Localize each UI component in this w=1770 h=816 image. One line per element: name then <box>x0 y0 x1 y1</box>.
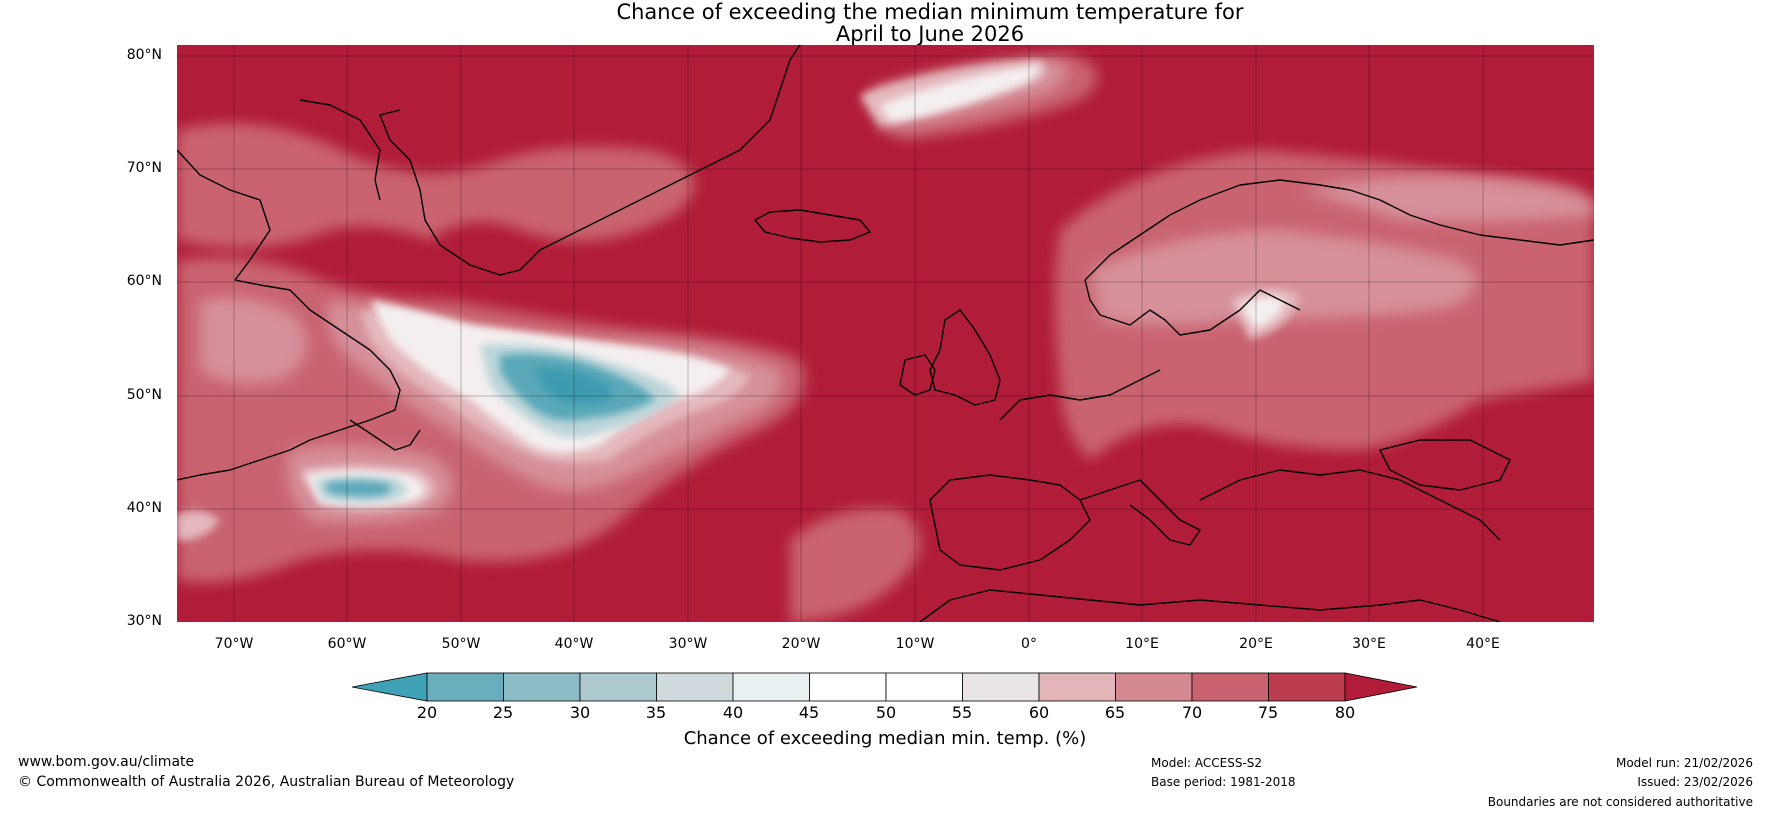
colorbar-extend-high <box>1344 672 1418 702</box>
lon-label-20w: 20°W <box>781 636 821 652</box>
colorbar-cell <box>1038 672 1116 702</box>
map-title-line2: April to June 2026 <box>835 22 1025 46</box>
lon-label-20e: 20°E <box>1239 636 1273 652</box>
colorbar-tick-35: 35 <box>645 703 667 722</box>
disclaimer-text: Boundaries are not considered authoritat… <box>1487 795 1753 809</box>
colorbar-cell <box>426 672 504 702</box>
colorbar-cell <box>1268 672 1346 702</box>
colorbar-cell <box>656 672 734 702</box>
model-run-text: Model run: 21/02/2026 <box>1615 756 1753 770</box>
italy-coast <box>1079 479 1201 546</box>
website-link[interactable]: www.bom.gov.au/climate <box>18 754 195 770</box>
lat-label-60n: 60°N <box>126 273 162 289</box>
base-period-text: Base period: 1981-2018 <box>1151 775 1296 789</box>
map-field <box>177 45 1594 622</box>
lon-label-30e: 30°E <box>1352 636 1386 652</box>
colorbar-tick-20: 20 <box>416 703 438 722</box>
lon-label-50w: 50°W <box>441 636 481 652</box>
colorbar-tick-25: 25 <box>492 703 514 722</box>
colorbar-tick-30: 30 <box>569 703 591 722</box>
lon-label-70w: 70°W <box>214 636 254 652</box>
greenland-coast <box>379 45 801 276</box>
colorbar-cell <box>579 672 657 702</box>
labrador-newfoundland-coast <box>177 279 401 481</box>
north-europe-coast <box>999 369 1161 421</box>
lon-label-10w: 10°W <box>895 636 935 652</box>
coastlines <box>177 45 1594 622</box>
colorbar-tick-50: 50 <box>875 703 897 722</box>
colorbar-cell <box>503 672 581 702</box>
colorbar-extend-low <box>351 672 428 702</box>
lon-label-10e: 10°E <box>1125 636 1159 652</box>
iceland-coast <box>754 209 871 243</box>
scandinavia-south-coast <box>1084 279 1301 336</box>
lon-label-40w: 40°W <box>554 636 594 652</box>
colorbar-tick-65: 65 <box>1104 703 1126 722</box>
great-britain-coast <box>929 309 1001 406</box>
region-20-25 <box>535 367 612 405</box>
lat-label-40n: 40°N <box>126 500 162 516</box>
colorbar-cell <box>885 672 963 702</box>
copyright-text: © Commonwealth of Australia 2026, Austra… <box>18 774 515 790</box>
iberia-coast <box>929 474 1091 571</box>
lon-label-60w: 60°W <box>327 636 367 652</box>
colorbar-tick-45: 45 <box>798 703 820 722</box>
colorbar-cell <box>1115 672 1193 702</box>
colorbar-tick-80: 80 <box>1334 703 1356 722</box>
map-title-line1: Chance of exceeding the median minimum t… <box>616 0 1244 24</box>
north-africa-coast <box>919 589 1501 622</box>
colorbar-tick-60: 60 <box>1028 703 1050 722</box>
lat-label-80n: 80°N <box>126 47 162 63</box>
colorbar-tick-55: 55 <box>951 703 973 722</box>
lon-label-0: 0° <box>1021 636 1037 652</box>
colorbar-tick-40: 40 <box>722 703 744 722</box>
balkans-turkey-coast <box>1199 469 1501 541</box>
ireland-coast <box>899 354 936 396</box>
baffin-coast <box>299 99 381 201</box>
colorbar-cell <box>809 672 887 702</box>
lat-label-50n: 50°N <box>126 387 162 403</box>
lat-label-70n: 70°N <box>126 160 162 176</box>
model-text: Model: ACCESS-S2 <box>1151 756 1263 770</box>
scandinavia-north-coast <box>1084 179 1594 281</box>
lat-label-30n: 30°N <box>126 613 162 629</box>
lon-label-30w: 30°W <box>668 636 708 652</box>
canadian-arctic-coast <box>177 149 271 281</box>
colorbar-cell <box>1191 672 1269 702</box>
lon-label-40e: 40°E <box>1466 636 1500 652</box>
colorbar-title: Chance of exceeding median min. temp. (%… <box>683 728 1087 749</box>
issued-text: Issued: 23/02/2026 <box>1637 775 1753 789</box>
black-sea-coast <box>1379 439 1511 491</box>
nova-scotia-coast <box>349 419 421 451</box>
colorbar-cell <box>962 672 1040 702</box>
graticule <box>177 45 1594 622</box>
colorbar-tick-75: 75 <box>1257 703 1279 722</box>
colorbar-tick-70: 70 <box>1181 703 1203 722</box>
colorbar-cell <box>732 672 810 702</box>
